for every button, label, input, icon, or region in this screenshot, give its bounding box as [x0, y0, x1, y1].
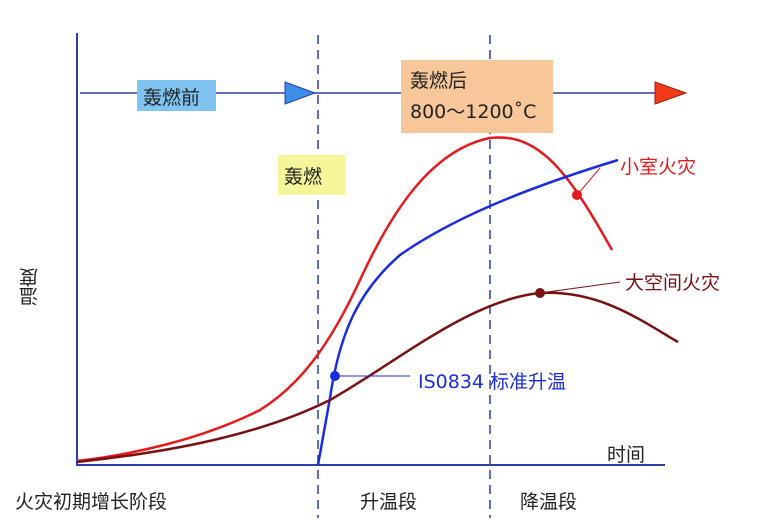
- pre-flashover-label: 轰燃前: [143, 87, 201, 109]
- iso834-curve: [316, 158, 619, 466]
- large-space-fire-leader: [539, 281, 621, 294]
- large-space-fire-curve: [76, 291, 679, 464]
- post-flashover-label: 轰燃后: [410, 70, 468, 92]
- x-axis-label: 时间: [607, 444, 646, 466]
- stage-initial-growth: 火灾初期增长阶段: [15, 491, 168, 513]
- room-fire-leader: [576, 167, 601, 196]
- room-fire-label: 小室火灾: [620, 156, 697, 178]
- large-space-fire-label: 大空间火灾: [625, 272, 721, 294]
- pre-flashover-box: 轰燃前: [137, 80, 216, 111]
- large-space-fire-marker: [535, 288, 545, 298]
- timeline-arrow-red-head: [654, 81, 688, 105]
- room-fire-curve: [76, 136, 614, 463]
- post-flashover-range: 800～1200˚C: [410, 101, 537, 123]
- stage-cooling: 降温段: [520, 491, 578, 513]
- flashover-box: 轰燃: [278, 155, 345, 195]
- y-axis-label: 温度: [19, 268, 41, 306]
- flashover-label: 轰燃: [284, 166, 323, 188]
- stage-heating: 升温段: [360, 491, 418, 513]
- iso834-marker: [330, 371, 340, 381]
- post-flashover-box: 轰燃后 800～1200˚C: [401, 60, 553, 133]
- room-fire-marker: [572, 190, 582, 200]
- iso834-label: IS0834 标准升温: [418, 371, 567, 393]
- timeline-arrow-blue-head: [284, 81, 317, 105]
